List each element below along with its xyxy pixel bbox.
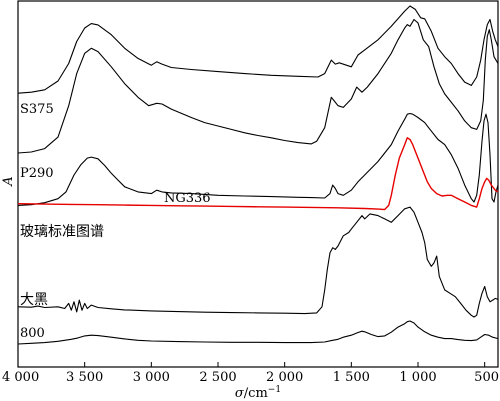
x-tick-label: 1 500 (333, 370, 370, 385)
spectrum-line-p290 (17, 18, 499, 154)
spectra-layer (17, 5, 499, 345)
x-tick-label: 3 000 (133, 370, 170, 385)
spectrum-line-ng336 (17, 112, 499, 206)
x-axis-label: σ/cm−1 (235, 385, 281, 401)
series-label-ng336: NG336 (164, 191, 211, 206)
spectrum-line-s375 (17, 5, 499, 94)
series-label-800: 800 (20, 326, 45, 341)
x-tick-label: 2 500 (199, 370, 236, 385)
x-tick-label: 1 000 (399, 370, 436, 385)
x-tick-label: 4 000 (2, 370, 39, 385)
spectrum-line-glass-standard (17, 137, 499, 211)
x-tick-label: 500 (474, 370, 499, 385)
plot-frame (17, 0, 499, 368)
spectrum-line-800 (17, 320, 499, 345)
x-axis-symbol: σ (235, 386, 245, 401)
x-axis-exponent: −1 (268, 385, 281, 395)
x-axis-unit: /cm (244, 386, 268, 401)
spectrum-line-dahei (17, 206, 499, 318)
x-axis-ticks: 4 000 3 500 3 000 2 500 2 000 1 500 1 000 500 (2, 362, 499, 385)
series-label-p290: P290 (20, 166, 54, 181)
x-tick-label: 3 500 (66, 370, 103, 385)
series-label-glass-standard: 玻璃标准图谱 (20, 223, 104, 240)
series-label-dahei: 大黑 (20, 292, 48, 308)
y-axis-label: A (1, 176, 16, 186)
series-label-s375: S375 (20, 102, 54, 117)
x-tick-label: 2 000 (266, 370, 303, 385)
